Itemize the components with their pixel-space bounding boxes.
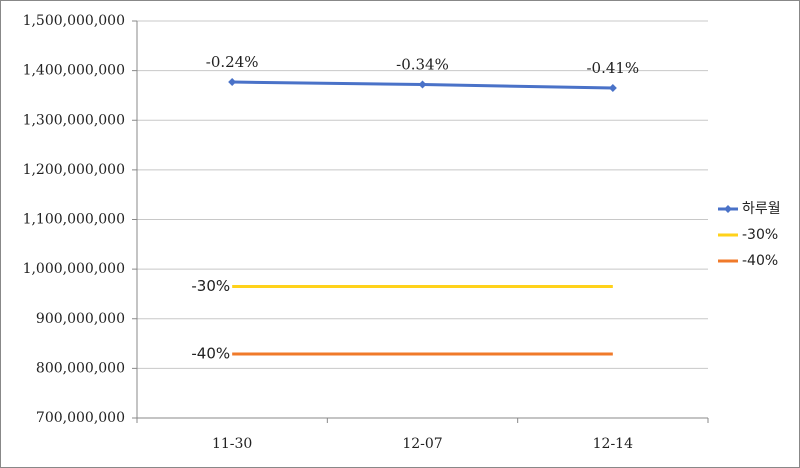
data-label: -0.34% <box>396 56 449 74</box>
series-label: -40% <box>191 344 230 362</box>
y-tick-label: 700,000,000 <box>36 410 125 426</box>
data-label: -0.24% <box>206 53 259 71</box>
data-label: -0.41% <box>586 59 639 77</box>
x-tick-label: 12-14 <box>593 436 633 452</box>
legend-marker <box>724 205 732 213</box>
legend-label: -30% <box>742 227 778 243</box>
point-marker <box>608 83 617 92</box>
legend-label: 하루월 <box>742 201 781 217</box>
x-tick-label: 12-07 <box>402 436 442 452</box>
legend-label: -40% <box>742 253 778 269</box>
point-marker <box>228 78 237 87</box>
y-tick-label: 800,000,000 <box>36 360 125 376</box>
y-tick-label: 900,000,000 <box>36 311 125 327</box>
y-tick-label: 1,500,000,000 <box>23 13 125 29</box>
y-tick-label: 1,300,000,000 <box>23 112 125 128</box>
y-tick-label: 1,400,000,000 <box>23 63 125 79</box>
y-tick-label: 1,000,000,000 <box>23 261 125 277</box>
x-tick-label: 11-30 <box>212 436 252 452</box>
y-tick-label: 1,100,000,000 <box>23 212 125 228</box>
y-tick-label: 1,200,000,000 <box>23 162 125 178</box>
series-label: -30% <box>191 277 230 295</box>
point-marker <box>418 80 427 89</box>
